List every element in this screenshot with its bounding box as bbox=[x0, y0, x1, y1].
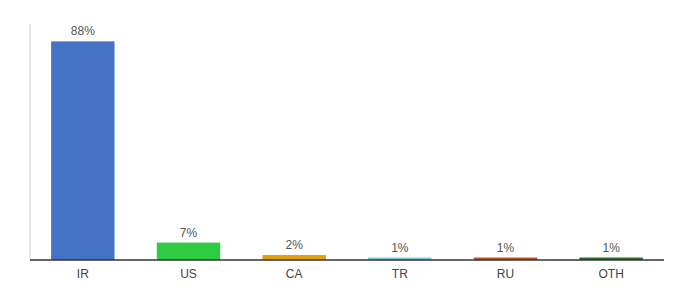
data-label: 2% bbox=[285, 238, 303, 252]
data-label: 1% bbox=[602, 241, 620, 255]
chart-container: IR US CA TR RU OTH 88% 7% 2% 1% 1% 1% bbox=[0, 0, 680, 300]
x-tick-label: CA bbox=[286, 267, 303, 281]
data-label: 7% bbox=[180, 226, 198, 240]
x-tick-label: US bbox=[180, 267, 197, 281]
x-tick-label: TR bbox=[392, 267, 408, 281]
y-axis-line bbox=[30, 24, 31, 260]
x-tick-label: RU bbox=[497, 267, 514, 281]
x-axis: IR US CA TR RU OTH bbox=[77, 267, 624, 281]
bar bbox=[157, 243, 220, 260]
bars bbox=[51, 41, 643, 260]
chart: IR US CA TR RU OTH 88% 7% 2% 1% 1% 1% bbox=[0, 0, 680, 300]
data-label: 1% bbox=[497, 241, 515, 255]
bar bbox=[51, 41, 114, 260]
data-labels: 88% 7% 2% 1% 1% 1% bbox=[71, 24, 620, 254]
x-tick-label: IR bbox=[77, 267, 89, 281]
data-label: 88% bbox=[71, 24, 95, 38]
x-tick-label: OTH bbox=[598, 267, 623, 281]
data-label: 1% bbox=[391, 241, 409, 255]
x-axis-line bbox=[30, 259, 664, 261]
